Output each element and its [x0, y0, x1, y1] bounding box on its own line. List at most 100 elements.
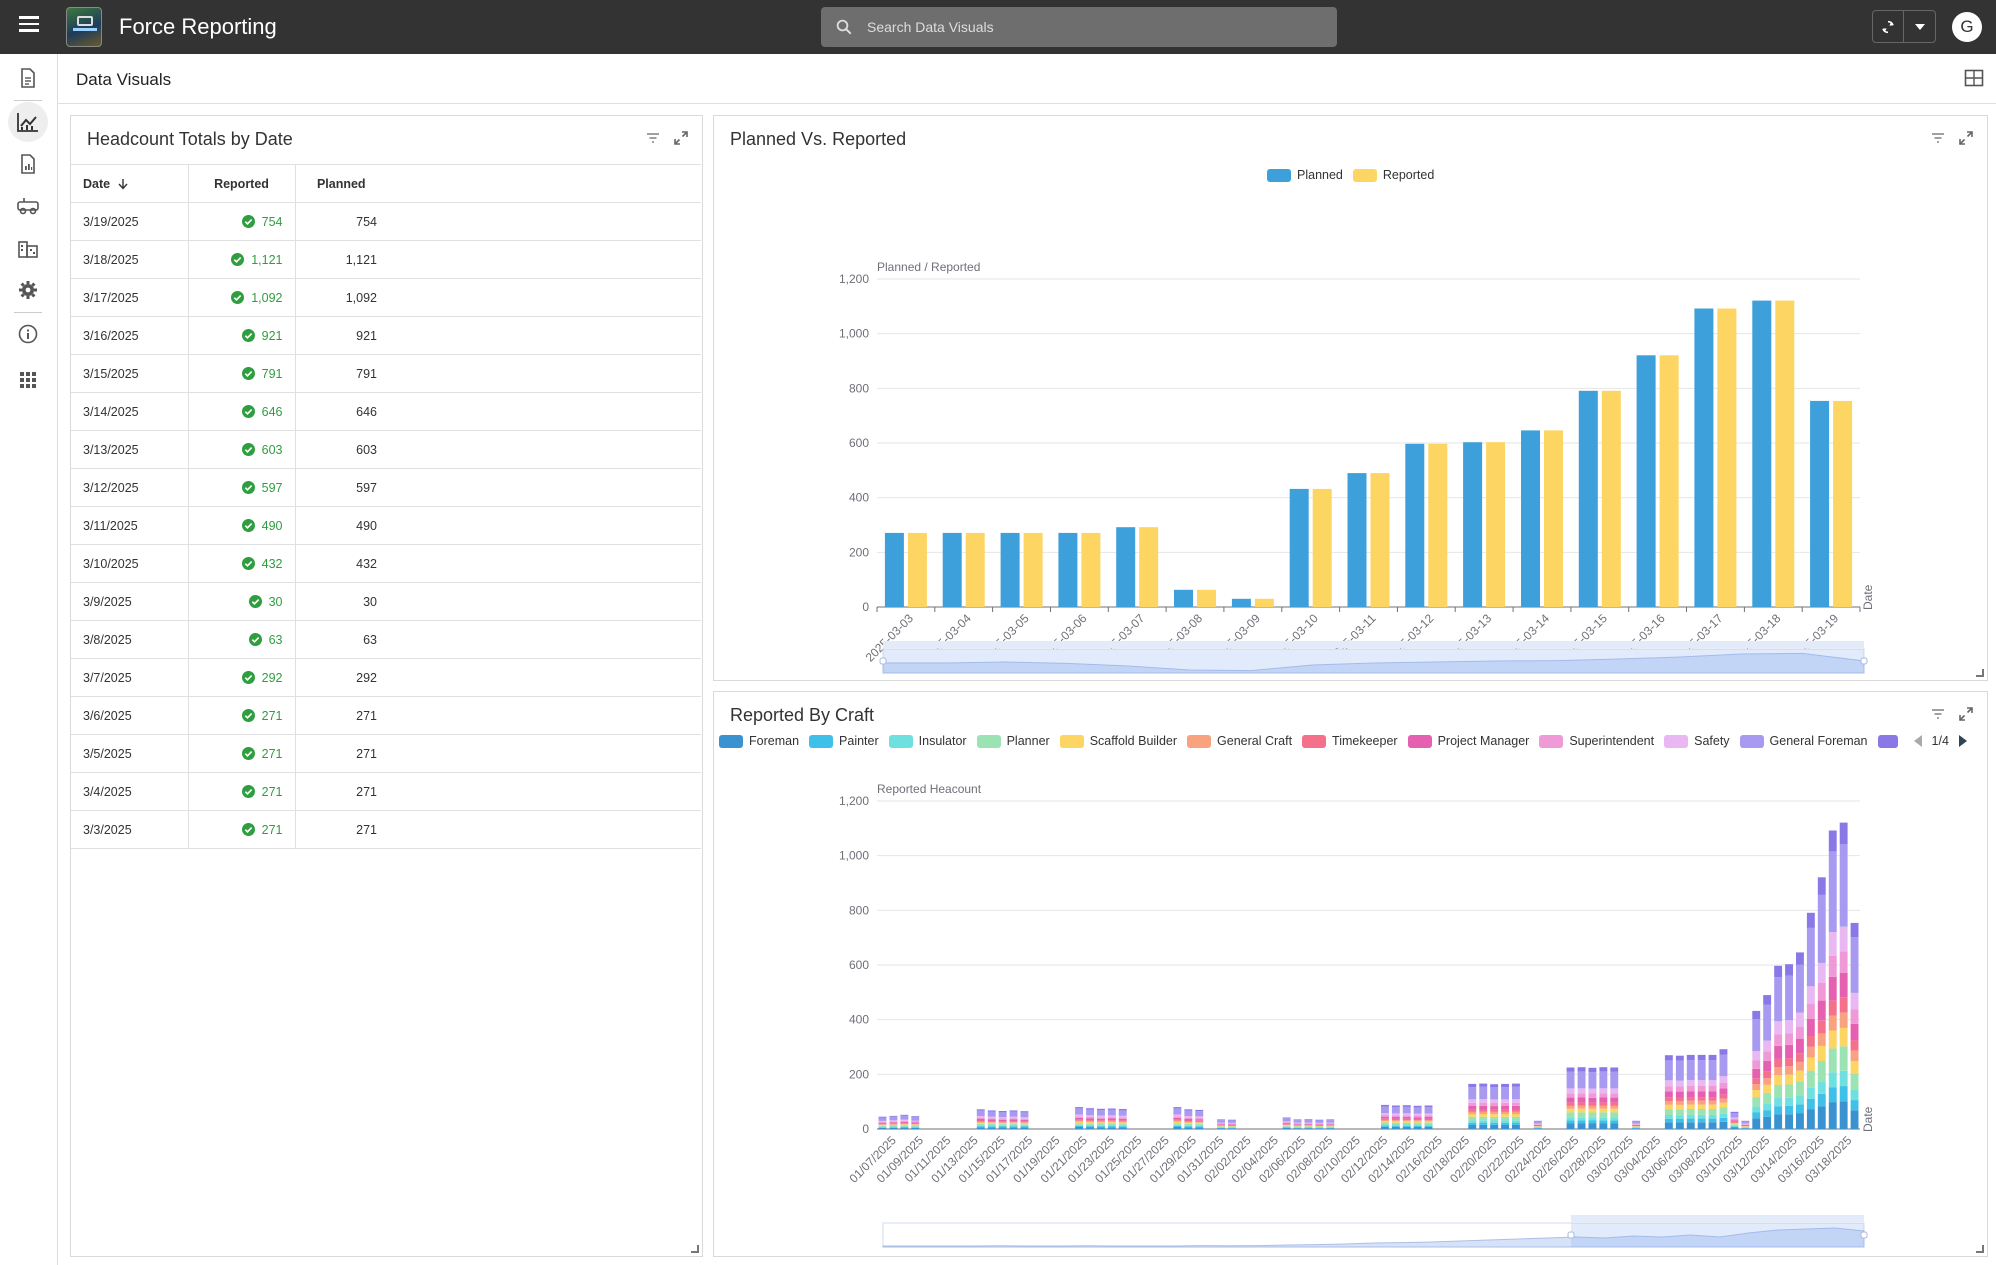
filter-icon[interactable]: [1930, 706, 1946, 722]
cell-reported: 292: [188, 658, 296, 697]
stacked-bar-segment: [1686, 1114, 1695, 1119]
sidebar-item-settings[interactable]: [8, 270, 48, 310]
stacked-bar-segment: [1195, 1123, 1204, 1126]
stacked-bar-segment: [1785, 1074, 1793, 1085]
legend-item-craft[interactable]: Timekeeper: [1302, 734, 1398, 748]
stacked-bar-segment: [1402, 1116, 1411, 1119]
avatar[interactable]: G: [1952, 12, 1982, 42]
legend-item-craft[interactable]: [1877, 734, 1904, 748]
cell-spacer: [387, 734, 701, 773]
sidebar-item-apps[interactable]: [8, 360, 48, 400]
craft-legend: Foreman Painter Insulator Planner Scaffold B…: [719, 734, 1984, 748]
zoom-handle[interactable]: [1860, 657, 1868, 665]
legend-item-planned[interactable]: Planned: [1267, 168, 1343, 182]
sidebar-item-info[interactable]: [8, 314, 48, 354]
stacked-bar-segment: [1501, 1124, 1509, 1129]
expand-icon[interactable]: [1958, 706, 1974, 722]
cell-planned: 490: [295, 506, 387, 545]
resize-handle[interactable]: [1976, 669, 1984, 677]
stacked-bar-segment: [1664, 1091, 1673, 1098]
stacked-bar-segment: [1009, 1118, 1018, 1120]
search-bar[interactable]: [821, 7, 1337, 47]
search-input[interactable]: [867, 19, 1307, 35]
legend-item-craft[interactable]: Project Manager: [1407, 734, 1529, 748]
table-row[interactable]: 3/15/2025 791 791: [71, 354, 701, 393]
stacked-bar-segment: [987, 1121, 996, 1123]
sidebar-item-data-visuals[interactable]: [8, 102, 48, 142]
stacked-bar-segment: [1107, 1123, 1116, 1126]
table-row[interactable]: 3/6/2025 271 271: [71, 696, 701, 735]
cell-date: 3/3/2025: [71, 810, 189, 849]
cell-spacer: [387, 202, 701, 241]
legend-item-craft[interactable]: Foreman: [719, 734, 799, 748]
stacked-bar-segment: [1490, 1106, 1499, 1110]
stacked-bar-segment: [1785, 1058, 1793, 1067]
table-row[interactable]: 3/14/2025 646 646: [71, 392, 701, 431]
cell-planned: 791: [295, 354, 387, 393]
sync-button[interactable]: [1873, 11, 1905, 42]
table-row[interactable]: 3/4/2025 271 271: [71, 772, 701, 811]
resize-handle[interactable]: [1976, 1245, 1984, 1253]
legend-prev-icon[interactable]: [1912, 734, 1924, 748]
column-header-date[interactable]: Date: [71, 164, 189, 203]
resize-handle[interactable]: [691, 1245, 699, 1253]
table-row[interactable]: 3/11/2025 490 490: [71, 506, 701, 545]
legend-label: General Craft: [1217, 734, 1293, 748]
stacked-bar-segment: [1086, 1118, 1094, 1121]
legend-item-craft[interactable]: Superintendent: [1539, 734, 1654, 748]
stacked-bar-segment: [987, 1121, 996, 1122]
legend-item-craft[interactable]: Painter: [809, 734, 879, 748]
expand-icon[interactable]: [1958, 130, 1974, 146]
zoom-handle[interactable]: [1860, 1231, 1868, 1239]
table-row[interactable]: 3/10/2025 432 432: [71, 544, 701, 583]
stacked-bar-segment: [1599, 1120, 1608, 1124]
legend-next-icon[interactable]: [1957, 734, 1969, 748]
stacked-bar-segment: [1315, 1127, 1324, 1129]
legend-item-craft[interactable]: Insulator: [888, 734, 967, 748]
table-row[interactable]: 3/12/2025 597 597: [71, 468, 701, 507]
legend-item-craft[interactable]: General Craft: [1187, 734, 1292, 748]
column-header-reported[interactable]: Reported: [188, 164, 296, 203]
table-row[interactable]: 3/9/2025 30 30: [71, 582, 701, 621]
zoom-handle[interactable]: [879, 657, 887, 665]
stacked-bar-segment: [900, 1127, 909, 1128]
stacked-bar-segment: [1326, 1124, 1335, 1126]
table-row[interactable]: 3/13/2025 603 603: [71, 430, 701, 469]
table-row[interactable]: 3/19/2025 754 754: [71, 202, 701, 241]
sidebar-item-documents[interactable]: [8, 144, 48, 184]
table-row[interactable]: 3/16/2025 921 921: [71, 316, 701, 355]
legend-item-reported[interactable]: Reported: [1352, 168, 1434, 182]
filter-icon[interactable]: [645, 130, 661, 146]
expand-icon[interactable]: [673, 130, 689, 146]
layout-grid-icon[interactable]: [1964, 68, 1984, 88]
filter-icon[interactable]: [1930, 130, 1946, 146]
bar-planned: [1463, 442, 1483, 607]
table-row[interactable]: 3/8/2025 63 63: [71, 620, 701, 659]
bar-reported: [1197, 589, 1216, 607]
column-header-planned[interactable]: Planned: [295, 164, 387, 203]
sidebar-item-report[interactable]: [8, 58, 48, 98]
legend-item-craft[interactable]: Scaffold Builder: [1059, 734, 1177, 748]
table-row[interactable]: 3/17/2025 1,092 1,092: [71, 278, 701, 317]
stacked-bar-segment: [1806, 1057, 1815, 1071]
stacked-bar-segment: [1752, 1060, 1761, 1069]
sync-dropdown-button[interactable]: [1904, 11, 1935, 42]
legend-item-craft[interactable]: General Foreman: [1739, 734, 1868, 748]
cell-reported: 271: [188, 772, 296, 811]
table-row[interactable]: 3/5/2025 271 271: [71, 734, 701, 773]
cell-planned: 271: [295, 772, 387, 811]
sidebar-item-equipment[interactable]: [8, 186, 48, 226]
stacked-bar-segment: [1719, 1088, 1728, 1095]
zoom-handle[interactable]: [1567, 1231, 1575, 1239]
stacked-bar-segment: [1566, 1093, 1575, 1098]
table-row[interactable]: 3/18/2025 1,121 1,121: [71, 240, 701, 279]
table-row[interactable]: 3/3/2025 271 271: [71, 810, 701, 849]
sidebar-item-buildings[interactable]: [8, 228, 48, 268]
legend-item-craft[interactable]: Safety: [1664, 734, 1730, 748]
menu-icon[interactable]: [14, 12, 44, 42]
table-row[interactable]: 3/7/2025 292 292: [71, 658, 701, 697]
stacked-bar-segment: [1479, 1083, 1488, 1087]
legend-item-craft[interactable]: Planner: [976, 734, 1050, 748]
stacked-bar-segment: [1774, 1075, 1783, 1085]
stacked-bar-segment: [1217, 1119, 1225, 1121]
